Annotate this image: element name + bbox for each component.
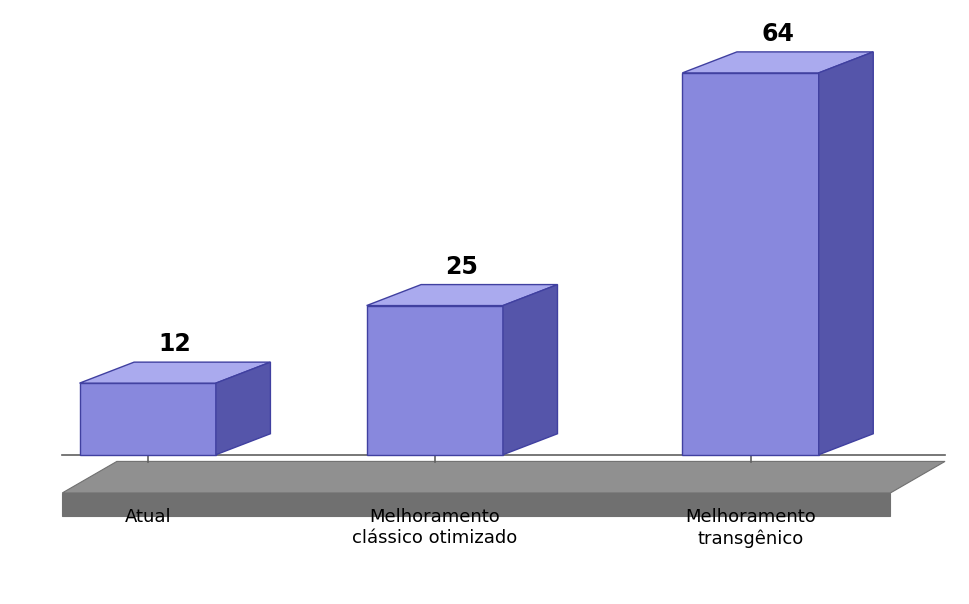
Polygon shape (502, 284, 557, 455)
Polygon shape (62, 493, 890, 516)
Polygon shape (216, 362, 270, 455)
Text: 64: 64 (761, 22, 794, 46)
Text: Melhoramento
clássico otimizado: Melhoramento clássico otimizado (352, 508, 516, 547)
Text: 25: 25 (445, 255, 478, 279)
Polygon shape (681, 73, 818, 455)
Polygon shape (62, 461, 944, 493)
Polygon shape (366, 306, 502, 455)
Polygon shape (79, 362, 270, 383)
Polygon shape (818, 52, 872, 455)
Polygon shape (366, 284, 557, 306)
Text: 12: 12 (159, 332, 191, 356)
Polygon shape (681, 52, 872, 73)
Polygon shape (79, 383, 216, 455)
Text: Atual: Atual (124, 508, 171, 526)
Text: Melhoramento
transgênico: Melhoramento transgênico (684, 508, 815, 548)
